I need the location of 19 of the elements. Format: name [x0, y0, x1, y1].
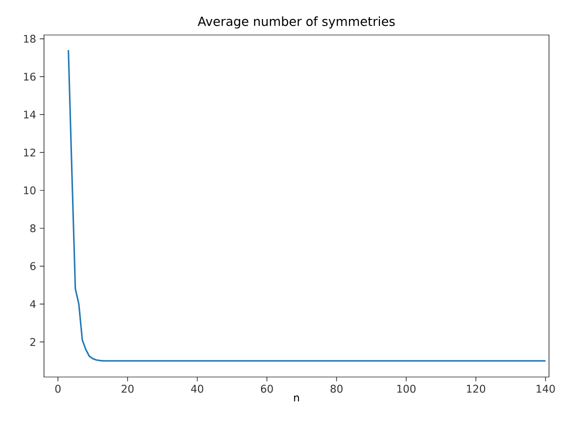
y-tick-label: 10: [24, 186, 36, 194]
x-tick-label: 0: [55, 384, 61, 393]
chart-title: Average number of symmetries: [198, 16, 395, 28]
y-tick-label: 12: [24, 148, 36, 156]
x-tick-label: 120: [467, 384, 486, 393]
x-axis-title: n: [294, 396, 299, 402]
y-tick-label: 18: [24, 34, 36, 43]
x-tick-label: 140: [536, 384, 555, 393]
y-tick-label: 8: [30, 224, 36, 232]
y-tick-label: 16: [24, 72, 36, 81]
x-tick-label: 100: [397, 384, 416, 393]
x-tick-label: 80: [330, 384, 343, 393]
y-tick-label: 6: [30, 262, 36, 270]
y-tick-label: 2: [30, 338, 36, 346]
y-tick-label: 14: [24, 110, 36, 118]
x-tick-label: 20: [122, 384, 134, 393]
x-tick-label: 40: [191, 384, 204, 393]
y-tick-label: 4: [30, 300, 36, 308]
x-tick-label: 60: [260, 384, 273, 393]
